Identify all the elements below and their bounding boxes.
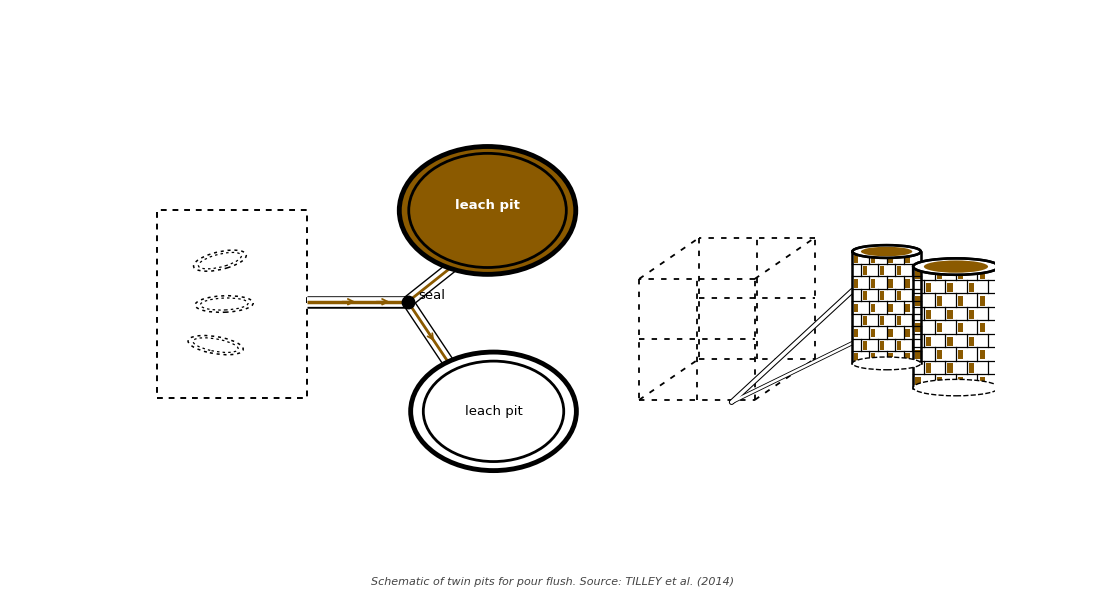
Bar xyxy=(852,251,920,364)
Bar xyxy=(926,364,932,373)
Bar xyxy=(880,316,884,325)
Bar xyxy=(897,341,902,350)
Bar xyxy=(871,279,875,288)
Bar xyxy=(926,283,932,292)
Bar xyxy=(958,350,964,359)
Ellipse shape xyxy=(409,154,567,267)
Bar xyxy=(854,304,859,313)
Ellipse shape xyxy=(861,247,913,256)
Bar xyxy=(937,377,943,386)
Bar xyxy=(905,353,909,362)
Bar xyxy=(888,329,893,337)
Bar xyxy=(979,269,985,279)
Text: leach pit: leach pit xyxy=(455,199,520,212)
Ellipse shape xyxy=(913,380,999,396)
Bar xyxy=(915,377,920,386)
Bar xyxy=(854,254,859,263)
Bar xyxy=(897,316,902,325)
Ellipse shape xyxy=(924,260,988,273)
Bar xyxy=(979,350,985,359)
Bar xyxy=(863,341,867,350)
Bar xyxy=(937,323,943,333)
Bar xyxy=(958,296,964,305)
Bar xyxy=(947,310,953,319)
Bar xyxy=(863,291,867,300)
Bar xyxy=(937,296,943,305)
Bar xyxy=(905,329,909,337)
Bar xyxy=(926,336,932,346)
Bar xyxy=(958,377,964,386)
Bar xyxy=(880,266,884,275)
Bar xyxy=(854,353,859,362)
Bar xyxy=(888,304,893,313)
Ellipse shape xyxy=(423,361,564,461)
Bar xyxy=(905,279,909,288)
Ellipse shape xyxy=(852,357,920,370)
Bar xyxy=(871,254,875,263)
Bar xyxy=(913,267,999,388)
Bar xyxy=(854,329,859,337)
Bar xyxy=(958,323,964,333)
Bar xyxy=(937,269,943,279)
Bar xyxy=(979,323,985,333)
Bar xyxy=(958,269,964,279)
Bar xyxy=(863,316,867,325)
Bar xyxy=(897,266,902,275)
Bar xyxy=(937,350,943,359)
Bar xyxy=(947,336,953,346)
Bar xyxy=(969,283,975,292)
Bar xyxy=(947,364,953,373)
Bar xyxy=(915,269,920,279)
Bar xyxy=(969,310,975,319)
Text: leach pit: leach pit xyxy=(464,405,523,418)
Bar xyxy=(888,254,893,263)
Bar xyxy=(880,341,884,350)
Bar xyxy=(926,310,932,319)
Bar xyxy=(863,266,867,275)
Bar xyxy=(947,283,953,292)
Bar xyxy=(969,336,975,346)
Ellipse shape xyxy=(852,245,920,258)
Bar xyxy=(915,323,920,333)
Bar xyxy=(979,377,985,386)
Bar xyxy=(915,350,920,359)
Bar xyxy=(871,329,875,337)
Ellipse shape xyxy=(411,352,577,471)
Bar xyxy=(888,279,893,288)
Text: seal: seal xyxy=(418,289,445,302)
Bar xyxy=(871,304,875,313)
Bar xyxy=(905,304,909,313)
Bar xyxy=(880,291,884,300)
Ellipse shape xyxy=(399,146,576,275)
Bar xyxy=(905,254,909,263)
Bar xyxy=(157,211,307,398)
Bar xyxy=(888,353,893,362)
Bar xyxy=(871,353,875,362)
Text: Schematic of twin pits for pour flush. Source: TILLEY et al. (2014): Schematic of twin pits for pour flush. S… xyxy=(371,577,734,587)
Bar xyxy=(979,296,985,305)
Bar xyxy=(897,291,902,300)
Ellipse shape xyxy=(913,259,999,275)
Bar xyxy=(854,279,859,288)
Bar xyxy=(915,296,920,305)
Bar xyxy=(969,364,975,373)
